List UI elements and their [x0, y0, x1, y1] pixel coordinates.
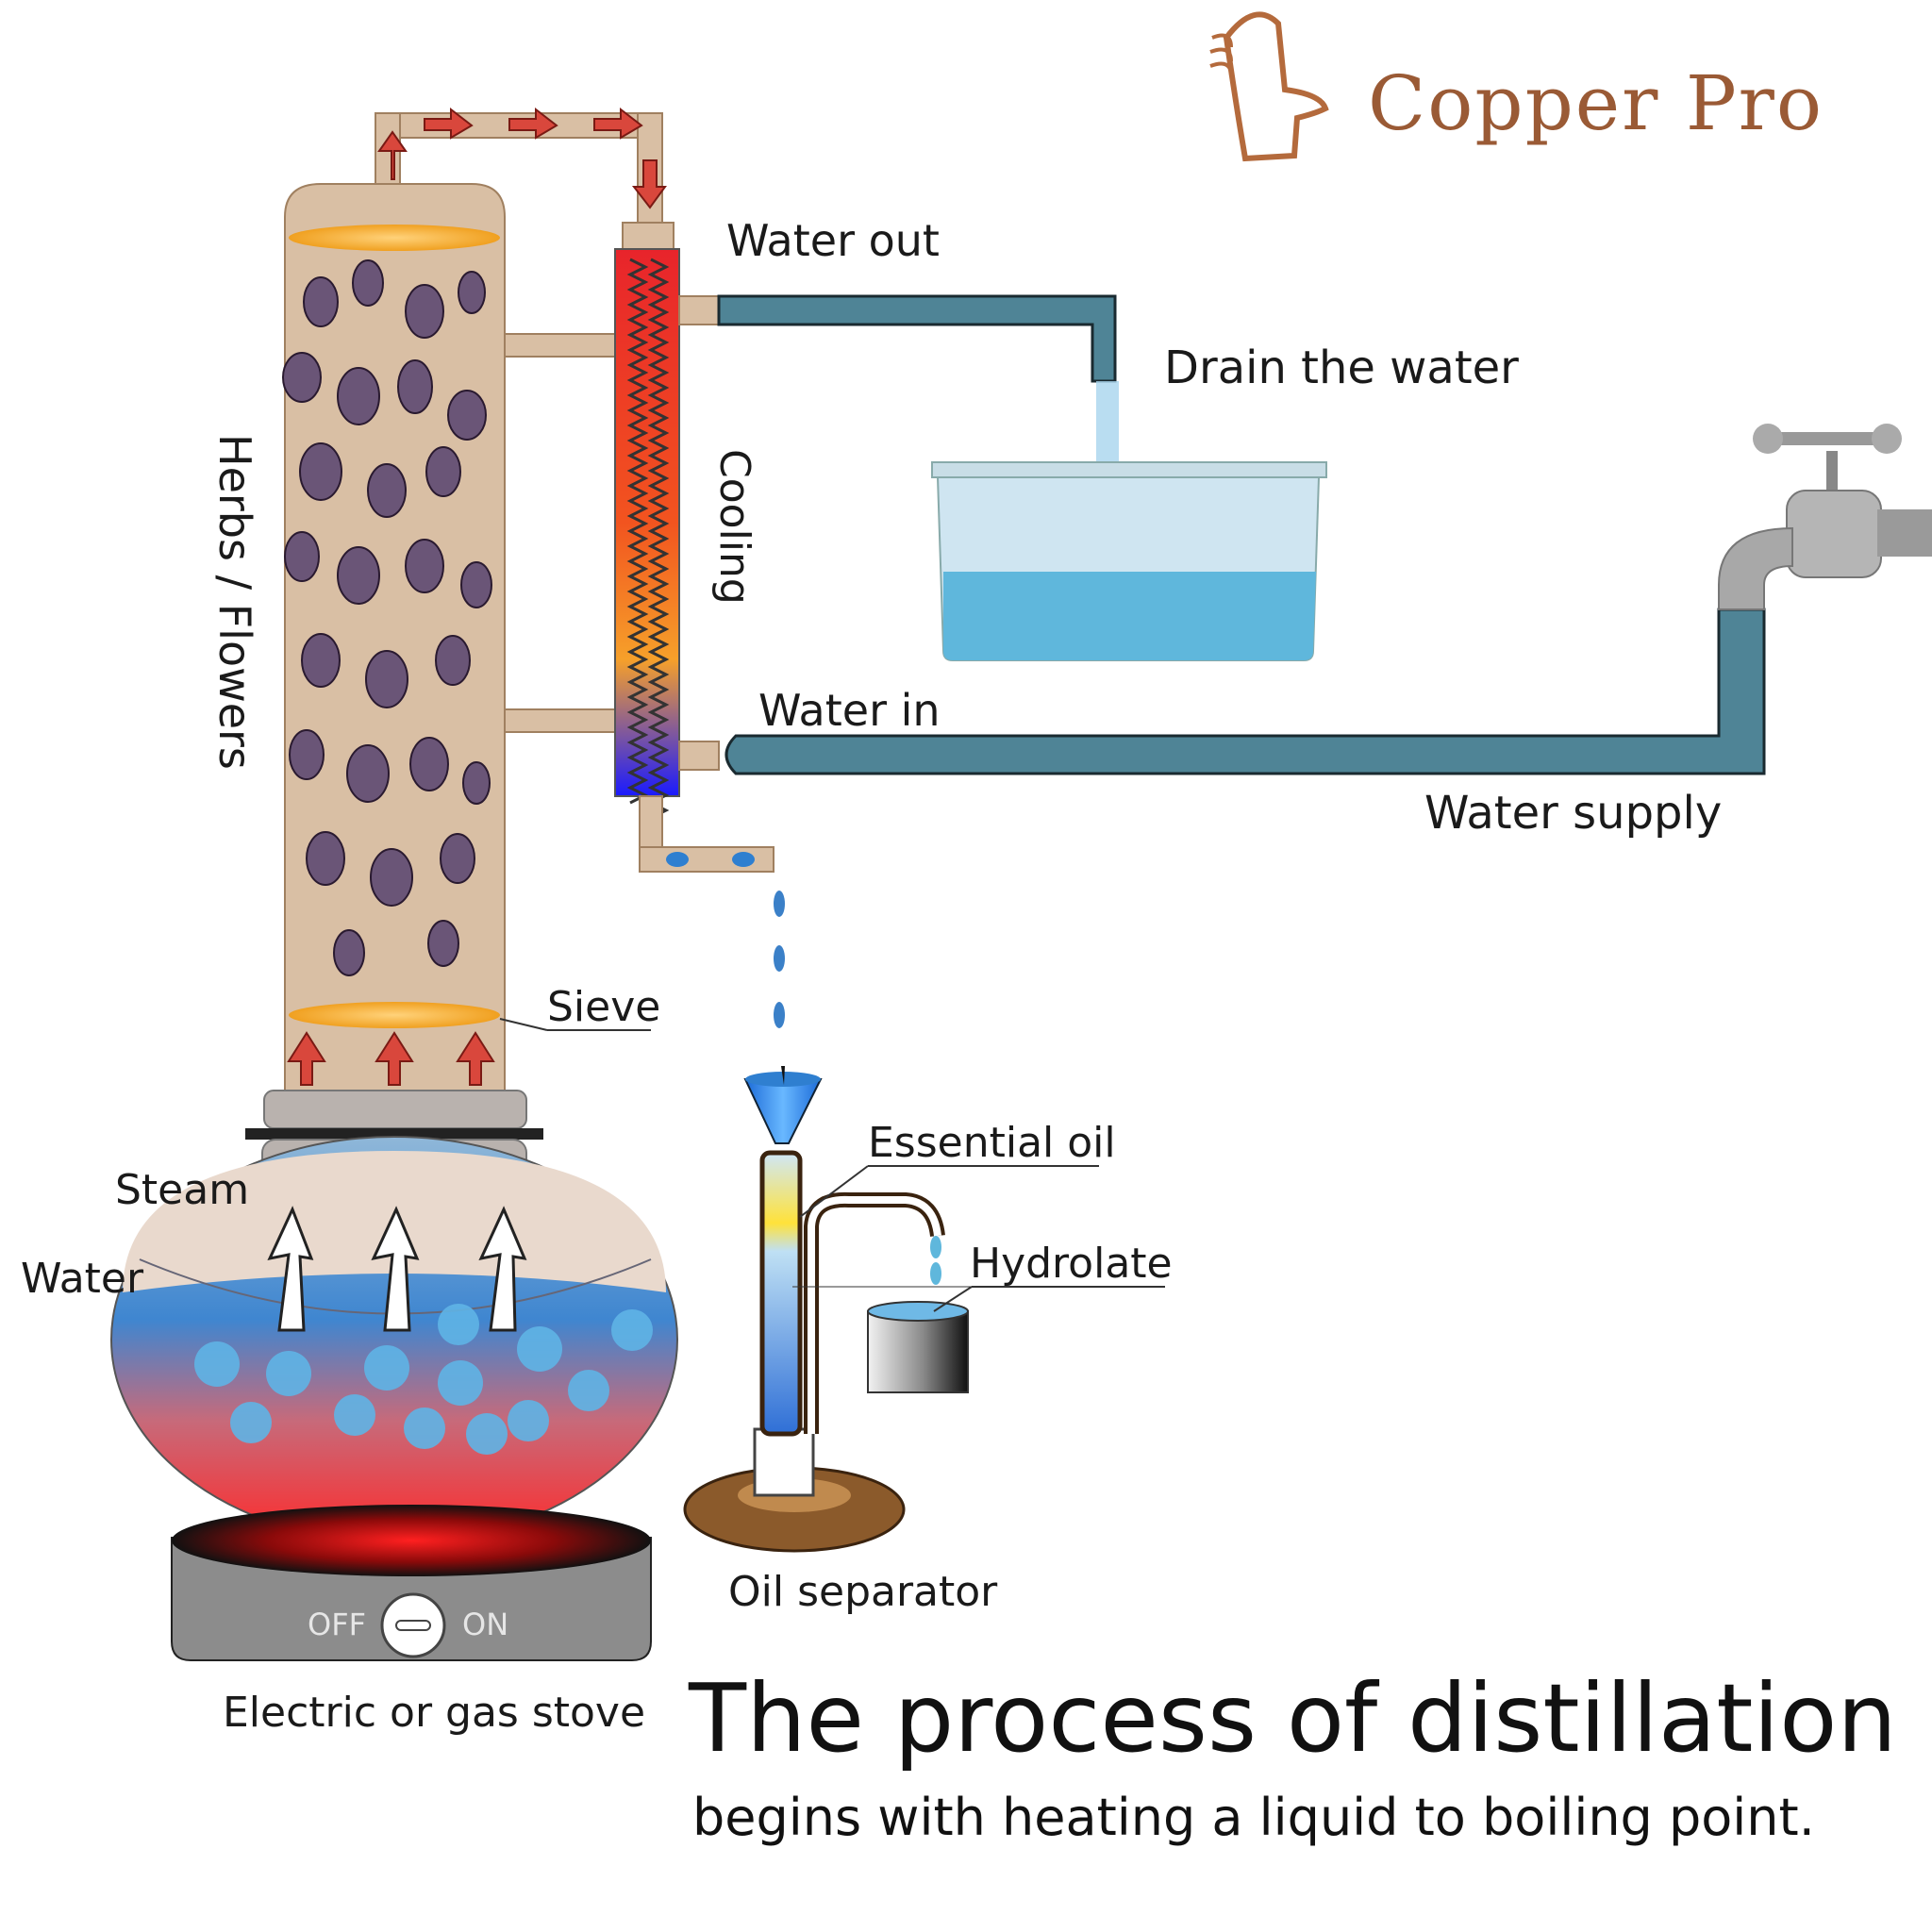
steam-label: Steam: [115, 1166, 250, 1214]
caption-title: The process of distillation: [689, 1663, 1897, 1774]
oil-separator-label: Oil separator: [728, 1568, 998, 1616]
stove-knob-icon[interactable]: [380, 1592, 446, 1658]
hydrolate-label: Hydrolate: [970, 1240, 1173, 1288]
herbs-flowers-label: Herbs / Flowers: [209, 434, 260, 770]
water-label: Water: [21, 1255, 144, 1303]
flowers-icon: [282, 259, 492, 976]
vapor-arrows: [377, 107, 667, 209]
water-bubbles: [194, 1304, 653, 1455]
stove-label: Electric or gas stove: [223, 1689, 646, 1737]
stove: [171, 1505, 652, 1661]
faucet-icon[interactable]: [1718, 424, 1932, 610]
cooling-label: Cooling: [710, 449, 758, 605]
hydrolate-cup: [867, 1301, 969, 1393]
water-supply-label: Water supply: [1424, 787, 1723, 840]
hydrolate-drops: [930, 1236, 941, 1285]
cooling-condenser: [614, 248, 680, 820]
drain-container: [931, 461, 1327, 661]
steam-arrows-column: [287, 1031, 495, 1086]
sieve-pointer: [499, 1018, 548, 1031]
column-connectors: [504, 333, 619, 733]
steam-arrows-pot: [267, 1206, 527, 1332]
sieve-label: Sieve: [547, 983, 661, 1031]
water-in-label: Water in: [758, 685, 941, 736]
stove-on-label: ON: [462, 1607, 509, 1642]
drain-water-label: Drain the water: [1164, 341, 1519, 394]
brand-name: Copper Pro: [1368, 59, 1824, 147]
drip-drops: [774, 891, 785, 1028]
essential-oil-pointer: [799, 1165, 869, 1218]
caption-subtitle: begins with heating a liquid to boiling …: [692, 1788, 1815, 1847]
condensate-outlet: [639, 795, 774, 873]
water-out-label: Water out: [726, 215, 940, 266]
stove-off-label: OFF: [308, 1607, 366, 1642]
oil-separator: [683, 1066, 945, 1553]
essential-oil-label: Essential oil: [868, 1119, 1116, 1167]
copper-pro-logo-icon: [1209, 11, 1329, 162]
hydrolate-pointer: [933, 1286, 973, 1312]
